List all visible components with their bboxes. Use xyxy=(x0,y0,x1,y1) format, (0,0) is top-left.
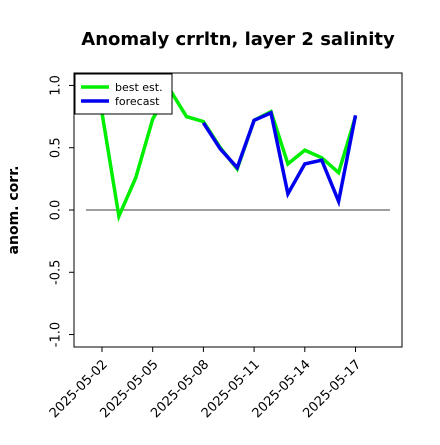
y-tick-label: 1.0 xyxy=(49,75,64,96)
chart-title: Anomaly crrltn, layer 2 salinity xyxy=(81,29,395,50)
legend-label: best est. xyxy=(115,81,163,94)
series-line-forecast xyxy=(201,110,358,208)
legend-box xyxy=(74,73,173,115)
legend: best est.forecast xyxy=(74,73,173,115)
legend-label: forecast xyxy=(115,95,160,108)
y-tick-label: -0.5 xyxy=(49,260,64,285)
y-tick-label: 0.0 xyxy=(49,200,64,221)
y-tick-label: 0.5 xyxy=(49,137,64,158)
y-axis-label: anom. corr. xyxy=(6,166,22,255)
plot-area: -1.0-0.50.00.51.02025-05-022025-05-05202… xyxy=(47,72,403,421)
y-tick-label: -1.0 xyxy=(49,322,64,347)
